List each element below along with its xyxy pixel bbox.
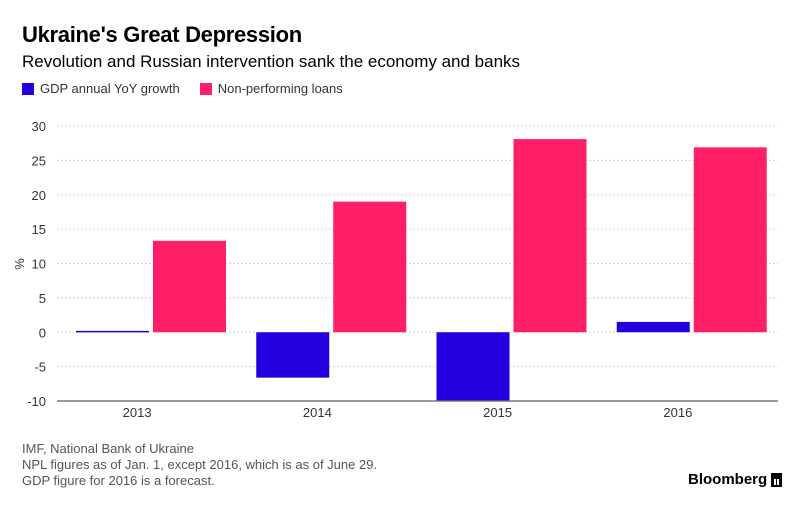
footer-note-npl: NPL figures as of Jan. 1, except 2016, w… [22, 457, 378, 472]
brand-name: Bloomberg [688, 471, 768, 488]
npl-bar-2014 [333, 201, 407, 333]
y-tick-label: 0 [39, 325, 46, 340]
y-tick-label: -10 [27, 394, 46, 409]
y-tick-label: 20 [32, 188, 46, 203]
y-axis-label: % [12, 258, 27, 270]
legend-label-gdp: GDP annual YoY growth [40, 81, 180, 96]
npl-bar-2015 [513, 139, 587, 333]
x-tick-label: 2013 [123, 405, 152, 420]
legend-item-npl: Non-performing loans [199, 81, 343, 96]
legend-swatch-npl [199, 82, 212, 95]
legend: GDP annual YoY growth Non-performing loa… [22, 81, 363, 96]
x-tick-label: 2015 [483, 405, 512, 420]
chart-footer: IMF, National Bank of Ukraine NPL figure… [22, 441, 377, 489]
y-tick-label: 5 [39, 291, 46, 306]
legend-swatch-gdp [22, 82, 34, 95]
x-tick-label: 2016 [663, 405, 692, 420]
legend-item-gdp: GDP annual YoY growth [22, 81, 180, 96]
x-tick-label: 2014 [303, 405, 332, 420]
legend-label-npl: Non-performing loans [217, 81, 343, 96]
gdp-bar-2015 [436, 332, 510, 401]
footer-note-gdp: GDP figure for 2016 is a forecast. [22, 473, 215, 488]
footer-source: IMF, National Bank of Ukraine [22, 441, 194, 456]
chart-subtitle: Revolution and Russian intervention sank… [22, 52, 521, 71]
chart-title: Ukraine's Great Depression [22, 22, 302, 47]
gdp-bar-2013 [76, 330, 149, 333]
npl-bar-2016 [693, 147, 767, 333]
y-tick-label: 10 [32, 257, 46, 272]
gdp-bar-2014 [256, 332, 330, 378]
bloomberg-logo: Bloomberg [688, 471, 783, 488]
y-tick-label: 15 [32, 222, 46, 237]
bloomberg-terminal-icon [771, 472, 783, 487]
y-tick-label: 25 [32, 153, 46, 168]
npl-bar-2013 [153, 240, 226, 333]
gdp-bar-2016 [616, 321, 690, 333]
y-tick-label: 30 [32, 119, 46, 134]
y-tick-label: -5 [34, 360, 46, 375]
